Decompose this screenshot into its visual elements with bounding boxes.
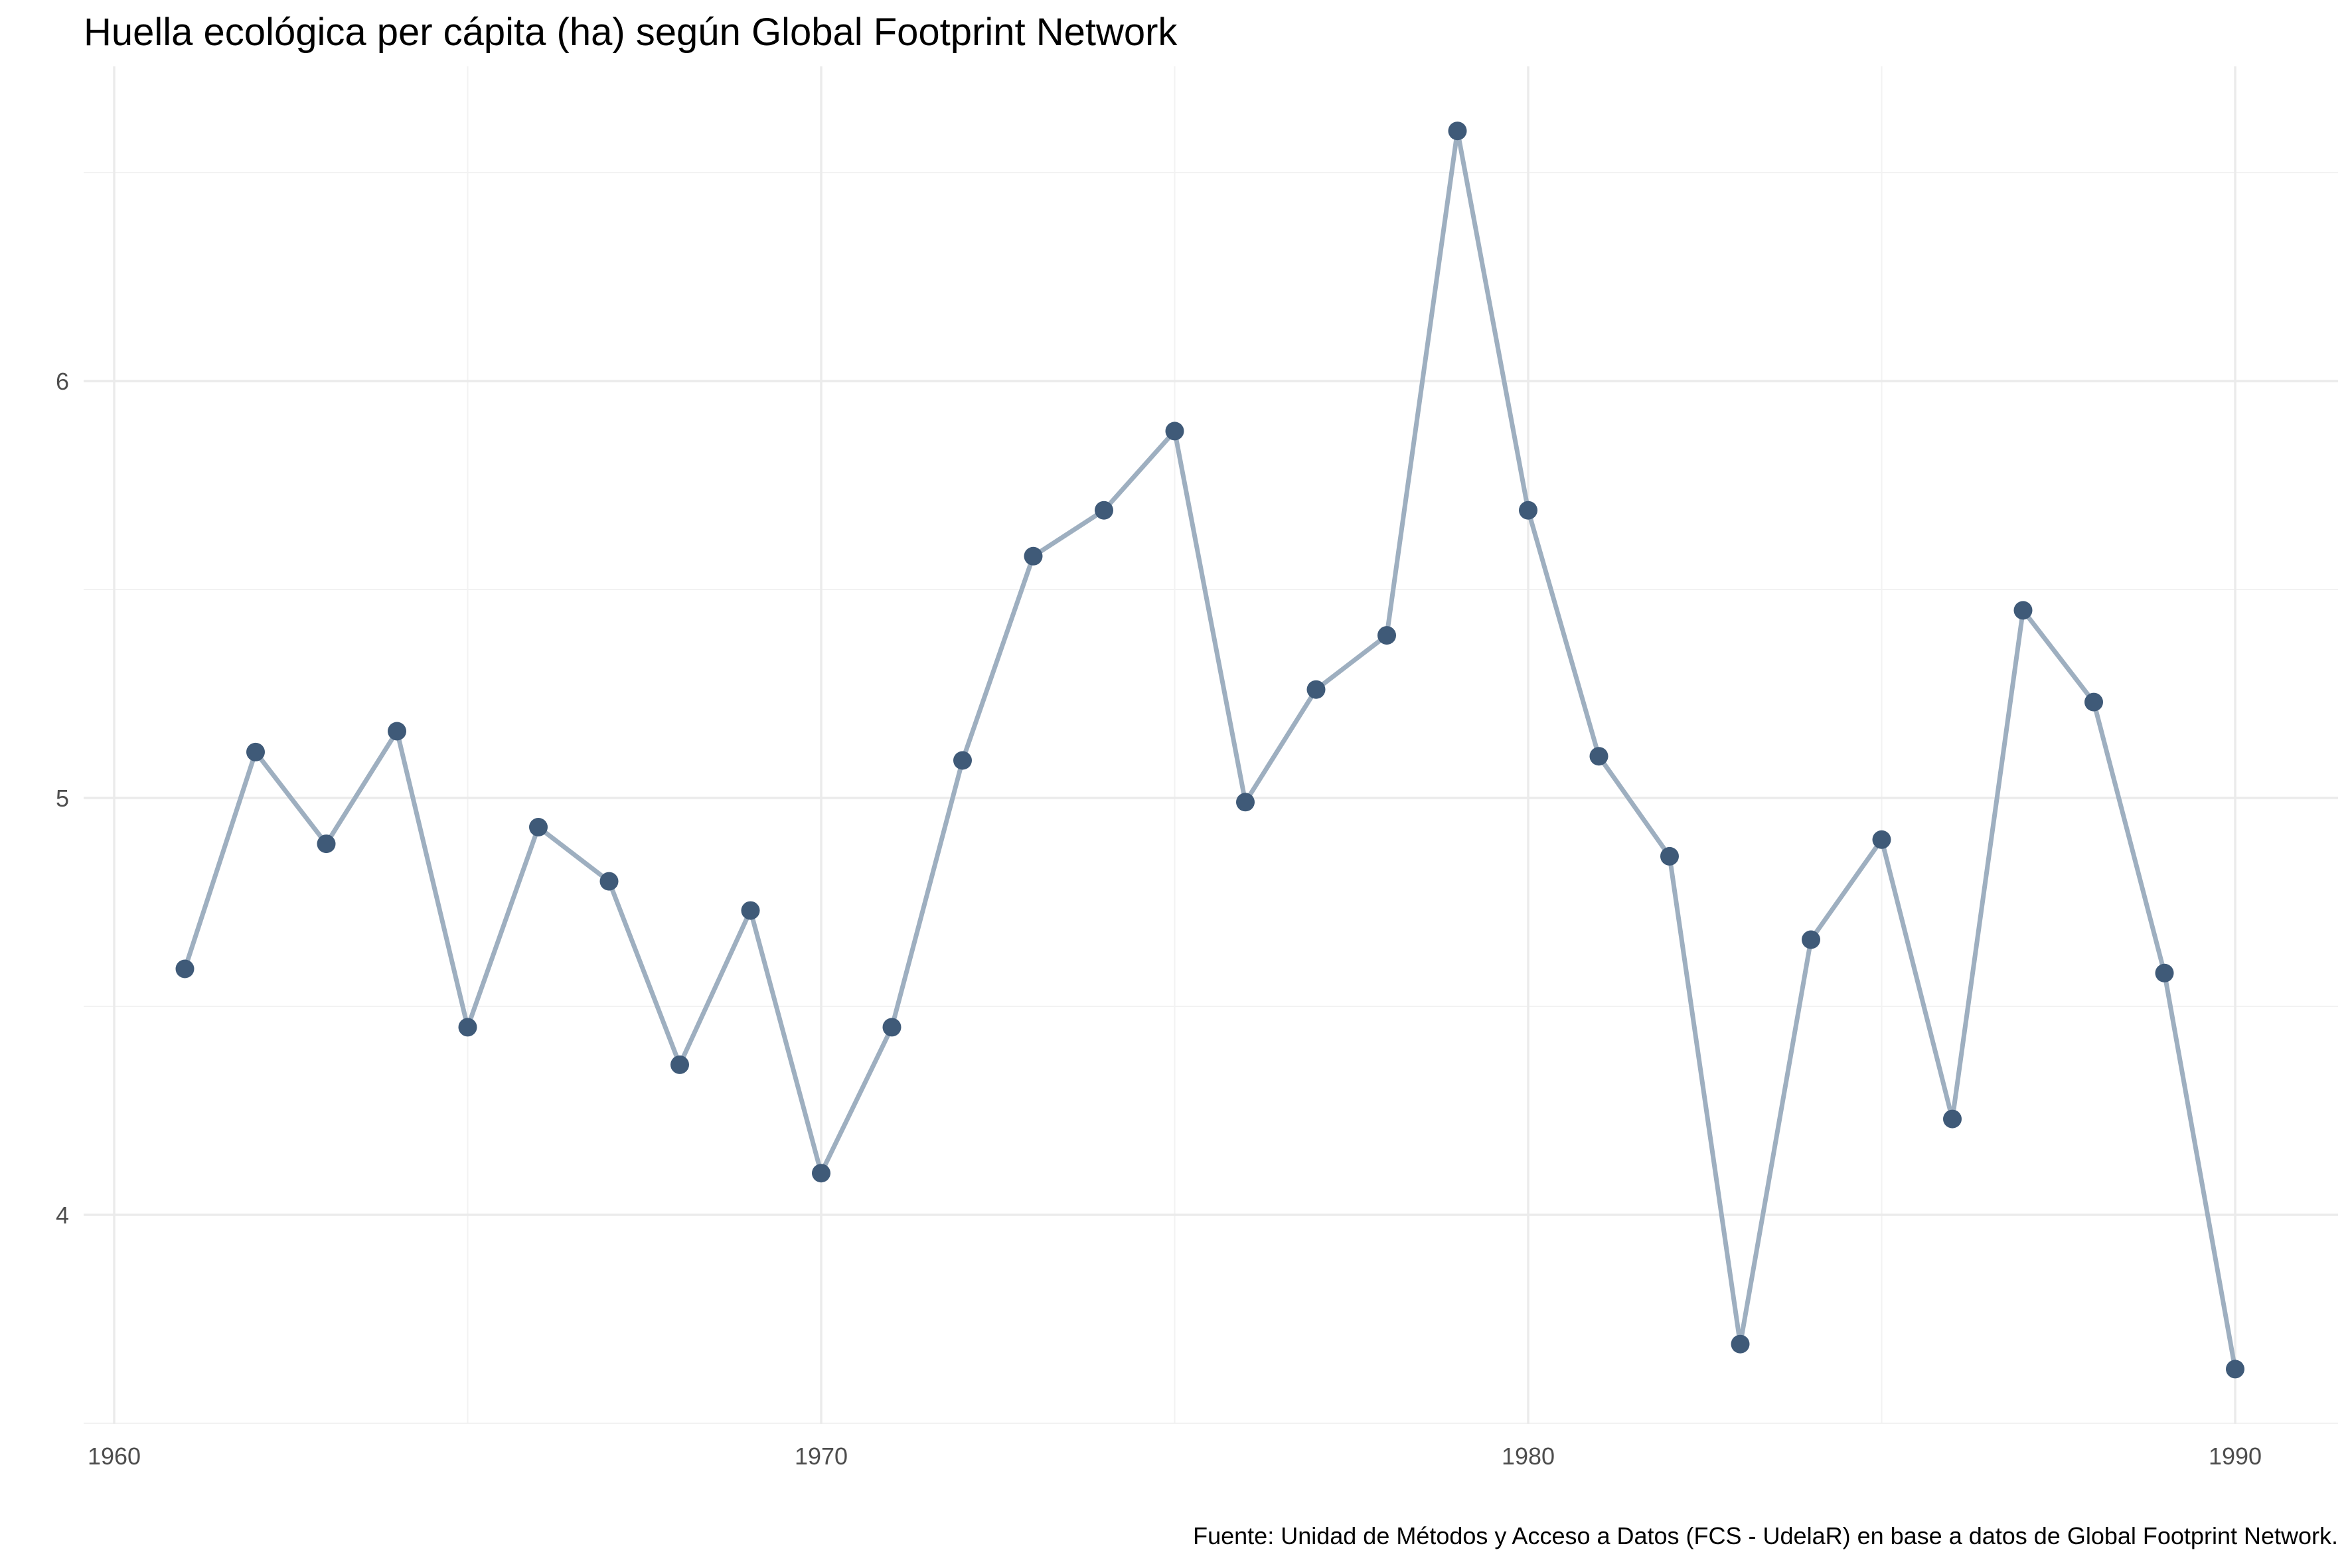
data-point-1977: [1306, 680, 1326, 699]
chart-caption: Fuente: Unidad de Métodos y Acceso a Dat…: [1193, 1522, 2338, 1549]
data-point-1979: [1448, 121, 1467, 141]
data-point-1966: [529, 818, 548, 836]
data-point-1988: [2084, 692, 2103, 712]
x-tick-label: 1980: [1502, 1443, 1555, 1470]
data-point-1968: [670, 1055, 689, 1074]
data-point-1984: [1802, 930, 1820, 949]
data-point-1980: [1519, 501, 1537, 520]
data-point-1969: [741, 901, 760, 920]
x-axis-tick-labels: 1960 1970 1980 1990: [88, 1443, 2262, 1470]
data-point-1964: [388, 722, 406, 741]
data-point-1963: [317, 834, 336, 854]
y-tick-label: 5: [56, 785, 69, 812]
data-point-1976: [1236, 793, 1255, 812]
data-point-1982: [1660, 846, 1679, 866]
data-point-1981: [1589, 747, 1608, 766]
data-point-1983: [1731, 1334, 1750, 1354]
data-point-1978: [1377, 626, 1396, 645]
chart-title: Huella ecológica per cápita (ha) según G…: [84, 11, 1178, 54]
data-point-1985: [1872, 830, 1891, 849]
y-tick-label: 6: [56, 368, 69, 395]
series-line-group: [183, 128, 2238, 1372]
data-point-1971: [882, 1018, 902, 1037]
data-point-1970: [812, 1164, 830, 1183]
data-point-1973: [1024, 546, 1043, 566]
data-point-1990: [2226, 1360, 2244, 1379]
x-tick-label: 1970: [795, 1443, 848, 1470]
data-point-1975: [1165, 422, 1184, 441]
y-tick-label: 4: [56, 1202, 69, 1229]
x-tick-label: 1960: [88, 1443, 141, 1470]
series-line: [183, 128, 2238, 1372]
data-point-1986: [1943, 1109, 1962, 1129]
data-point-1961: [175, 959, 195, 979]
data-point-1989: [2155, 963, 2174, 982]
y-axis-tick-labels: 4 5 6: [56, 368, 69, 1229]
data-point-1962: [246, 742, 265, 761]
data-point-1974: [1095, 501, 1113, 520]
data-point-1972: [953, 751, 972, 770]
data-point-1987: [2013, 601, 2033, 620]
x-tick-label: 1990: [2209, 1443, 2262, 1470]
grid-lines: [84, 66, 2338, 1424]
data-point-1967: [599, 872, 619, 891]
data-points: [175, 121, 2244, 1379]
data-point-1965: [458, 1018, 477, 1037]
